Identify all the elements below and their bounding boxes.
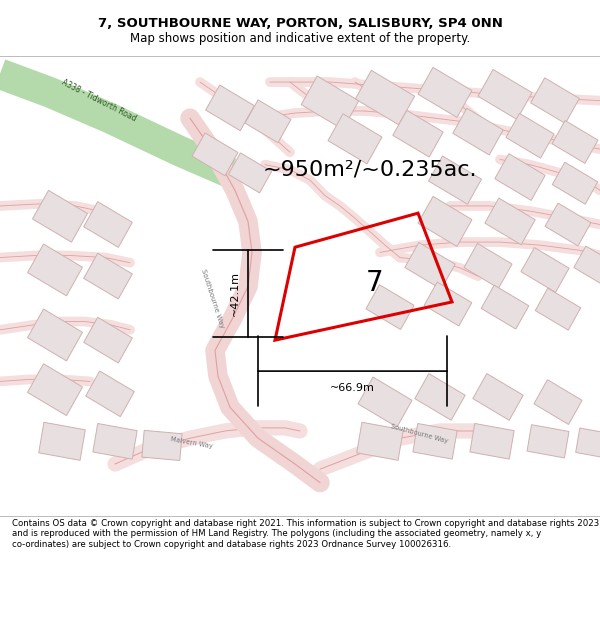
- Text: Southbourne Way: Southbourne Way: [200, 268, 225, 329]
- FancyBboxPatch shape: [481, 285, 529, 329]
- FancyBboxPatch shape: [527, 424, 569, 458]
- FancyBboxPatch shape: [328, 114, 382, 164]
- FancyBboxPatch shape: [506, 113, 554, 158]
- FancyBboxPatch shape: [393, 111, 443, 157]
- FancyBboxPatch shape: [245, 100, 291, 142]
- FancyBboxPatch shape: [366, 285, 414, 329]
- FancyBboxPatch shape: [192, 133, 238, 176]
- FancyBboxPatch shape: [28, 309, 82, 361]
- FancyBboxPatch shape: [545, 203, 591, 246]
- FancyBboxPatch shape: [534, 379, 582, 424]
- FancyBboxPatch shape: [415, 374, 465, 420]
- FancyBboxPatch shape: [93, 424, 137, 459]
- FancyBboxPatch shape: [470, 424, 514, 459]
- FancyBboxPatch shape: [83, 202, 133, 248]
- FancyBboxPatch shape: [39, 422, 85, 461]
- Text: Map shows position and indicative extent of the property.: Map shows position and indicative extent…: [130, 32, 470, 45]
- FancyBboxPatch shape: [418, 68, 472, 118]
- FancyBboxPatch shape: [83, 318, 133, 363]
- Text: Southbourne Way: Southbourne Way: [390, 423, 449, 444]
- FancyBboxPatch shape: [355, 71, 415, 125]
- FancyBboxPatch shape: [485, 198, 535, 245]
- FancyBboxPatch shape: [535, 288, 581, 330]
- FancyBboxPatch shape: [86, 371, 134, 417]
- FancyBboxPatch shape: [552, 162, 598, 204]
- FancyBboxPatch shape: [552, 121, 598, 163]
- FancyBboxPatch shape: [83, 253, 133, 299]
- FancyBboxPatch shape: [575, 428, 600, 459]
- Text: 7, SOUTHBOURNE WAY, PORTON, SALISBURY, SP4 0NN: 7, SOUTHBOURNE WAY, PORTON, SALISBURY, S…: [98, 17, 502, 29]
- FancyBboxPatch shape: [413, 424, 457, 459]
- FancyBboxPatch shape: [473, 374, 523, 420]
- FancyBboxPatch shape: [428, 156, 481, 204]
- FancyBboxPatch shape: [142, 431, 182, 461]
- FancyBboxPatch shape: [478, 69, 532, 119]
- FancyBboxPatch shape: [424, 282, 472, 326]
- FancyBboxPatch shape: [530, 78, 580, 124]
- FancyBboxPatch shape: [574, 246, 600, 286]
- FancyBboxPatch shape: [358, 377, 412, 427]
- FancyBboxPatch shape: [206, 85, 254, 131]
- FancyBboxPatch shape: [405, 242, 455, 289]
- FancyBboxPatch shape: [28, 364, 82, 416]
- Text: A338 - Tidworth Road: A338 - Tidworth Road: [60, 78, 137, 123]
- FancyBboxPatch shape: [453, 108, 503, 155]
- Text: ~66.9m: ~66.9m: [330, 384, 375, 394]
- Text: Malvern Way: Malvern Way: [170, 436, 213, 449]
- Text: ~950m²/~0.235ac.: ~950m²/~0.235ac.: [263, 160, 477, 180]
- FancyBboxPatch shape: [418, 196, 472, 246]
- Text: 7: 7: [366, 269, 384, 298]
- FancyBboxPatch shape: [28, 244, 82, 296]
- Text: ~42.1m: ~42.1m: [230, 271, 240, 316]
- FancyBboxPatch shape: [464, 243, 512, 288]
- Text: Contains OS data © Crown copyright and database right 2021. This information is : Contains OS data © Crown copyright and d…: [12, 519, 599, 549]
- FancyBboxPatch shape: [357, 422, 403, 461]
- FancyBboxPatch shape: [301, 76, 359, 129]
- FancyBboxPatch shape: [229, 153, 272, 193]
- FancyBboxPatch shape: [32, 191, 88, 242]
- FancyBboxPatch shape: [521, 248, 569, 292]
- FancyBboxPatch shape: [495, 154, 545, 201]
